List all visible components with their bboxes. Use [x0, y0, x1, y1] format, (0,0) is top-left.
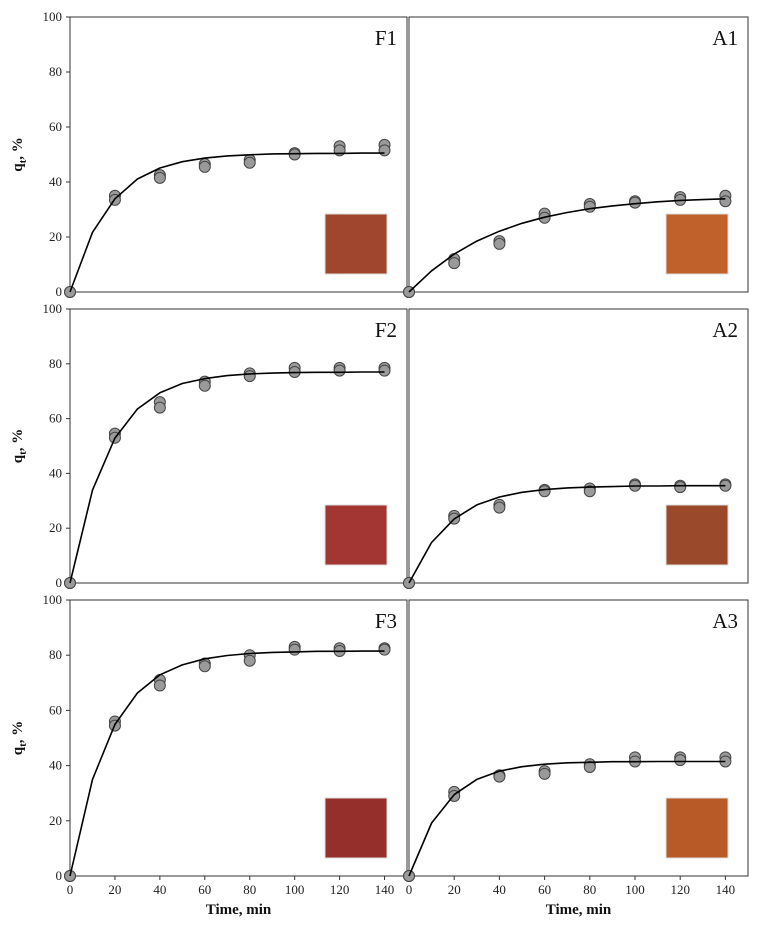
fit-curve — [69, 371, 385, 584]
x-tick-label: 80 — [243, 882, 256, 897]
data-point — [583, 200, 596, 213]
x-tick-label: 20 — [448, 882, 461, 897]
y-tick-label: 40 — [49, 174, 62, 189]
y-label-sub: t — [17, 451, 29, 455]
data-point — [378, 364, 391, 377]
data-point — [153, 171, 166, 184]
data-point — [583, 485, 596, 498]
data-point — [198, 660, 211, 673]
x-tick-label: 20 — [108, 882, 121, 897]
y-tick-label: 80 — [49, 64, 62, 79]
data-point — [583, 760, 596, 773]
y-tick-label: 20 — [49, 520, 62, 535]
y-axis-label: qt, % — [10, 721, 29, 756]
x-tick-label: 0 — [67, 882, 74, 897]
data-point — [538, 767, 551, 780]
y-label-main: q — [10, 746, 26, 755]
x-tick-label: 80 — [583, 882, 596, 897]
y-label-sub: t — [17, 159, 29, 163]
plot-frame — [69, 16, 408, 293]
panel-label: F1 — [375, 26, 397, 50]
panel-label: A3 — [712, 609, 738, 633]
fit-curve — [69, 152, 385, 293]
y-tick-label: 40 — [49, 758, 62, 773]
fit-curve — [69, 650, 385, 877]
y-label-rest: , % — [10, 429, 26, 452]
y-tick-label: 80 — [49, 647, 62, 662]
fabric-inset — [665, 213, 729, 275]
plot-frame — [69, 308, 408, 584]
data-point — [153, 679, 166, 692]
x-tick-label: 60 — [538, 882, 551, 897]
data-point — [333, 364, 346, 377]
data-point — [493, 237, 506, 250]
y-tick-label: 60 — [49, 119, 62, 134]
y-tick-label: 60 — [49, 411, 62, 426]
y-tick-label: 80 — [49, 356, 62, 371]
data-point — [243, 654, 256, 667]
x-tick-label: 40 — [153, 882, 166, 897]
panel-label: F2 — [375, 318, 397, 342]
plot-frame — [408, 16, 749, 293]
y-tick-label: 0 — [56, 575, 63, 590]
y-tick-label: 60 — [49, 702, 62, 717]
x-axis-label: Time, min — [546, 902, 612, 918]
data-point — [333, 144, 346, 157]
data-point — [198, 160, 211, 173]
x-axis-label: Time, min — [206, 902, 272, 918]
panel-label: F3 — [375, 609, 397, 633]
data-point — [243, 156, 256, 169]
plot-frame — [408, 599, 749, 877]
data-point — [378, 144, 391, 157]
y-tick-label: 20 — [49, 813, 62, 828]
fabric-inset — [665, 504, 729, 566]
x-tick-label: 140 — [375, 882, 395, 897]
panel-label: A1 — [712, 26, 738, 50]
y-tick-label: 20 — [49, 229, 62, 244]
y-axis-label: qt, % — [10, 137, 29, 172]
data-point — [153, 401, 166, 414]
y-label-rest: , % — [10, 137, 26, 160]
fit-curve — [408, 760, 726, 877]
y-tick-label: 100 — [43, 9, 63, 24]
y-label-rest: , % — [10, 721, 26, 744]
y-tick-label: 100 — [43, 592, 63, 607]
y-tick-label: 100 — [43, 301, 63, 316]
x-tick-label: 0 — [406, 882, 413, 897]
data-point — [198, 379, 211, 392]
data-point — [493, 501, 506, 514]
x-tick-label: 140 — [716, 882, 736, 897]
plot-frame — [69, 599, 408, 877]
data-point — [378, 643, 391, 656]
y-tick-label: 40 — [49, 465, 62, 480]
fit-curve — [408, 484, 726, 584]
y-label-main: q — [10, 163, 26, 172]
fit-curve — [408, 198, 726, 293]
fabric-inset — [324, 797, 388, 859]
data-point — [448, 257, 461, 270]
fabric-inset — [324, 213, 388, 275]
y-tick-label: 0 — [56, 868, 63, 883]
x-tick-label: 60 — [198, 882, 211, 897]
x-tick-label: 100 — [625, 882, 645, 897]
panel-label: A2 — [712, 318, 738, 342]
data-point — [288, 643, 301, 656]
data-point — [674, 481, 687, 494]
y-label-main: q — [10, 454, 26, 463]
fabric-inset — [665, 797, 729, 859]
x-tick-label: 120 — [330, 882, 350, 897]
data-point — [719, 195, 732, 208]
data-point — [243, 370, 256, 383]
x-tick-label: 100 — [285, 882, 305, 897]
fabric-inset — [324, 504, 388, 566]
data-point — [674, 754, 687, 767]
plot-frame — [408, 308, 749, 584]
data-point — [538, 485, 551, 498]
y-axis-label: qt, % — [10, 429, 29, 464]
x-tick-label: 120 — [670, 882, 690, 897]
y-label-sub: t — [17, 743, 29, 747]
y-tick-label: 0 — [56, 284, 63, 299]
x-tick-label: 40 — [493, 882, 506, 897]
